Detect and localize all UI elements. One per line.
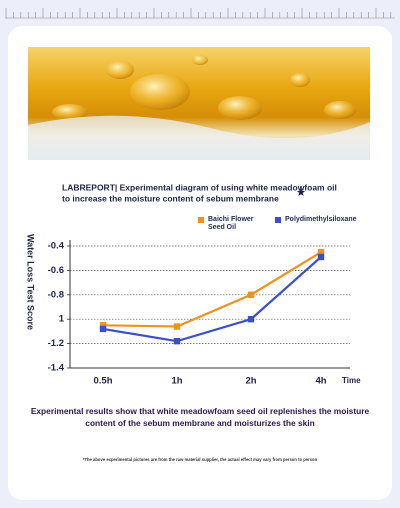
ruler <box>5 8 395 19</box>
x-tick-label: 1h <box>171 376 182 387</box>
x-tick-label: 2h <box>245 376 256 387</box>
footnote: *The above experimental pictures are fro… <box>83 457 318 462</box>
data-point <box>247 291 255 298</box>
data-point <box>317 248 325 256</box>
data-point <box>99 325 107 333</box>
y-axis-label: Water Loss Test Score <box>26 234 36 330</box>
y-tick-label: -1.4 <box>48 363 65 374</box>
star-icon <box>297 188 305 196</box>
oil-image <box>28 47 370 160</box>
y-tick-label: 1 <box>59 314 65 325</box>
y-tick-label: -1.2 <box>48 338 64 349</box>
chart-title: to increase the moisture content of sebu… <box>62 193 279 203</box>
data-point <box>317 253 325 261</box>
series-line <box>102 251 322 328</box>
y-tick-label: -0.8 <box>48 289 64 300</box>
legend-swatch <box>198 217 204 223</box>
caption: content of the sebum membrane and moistu… <box>85 418 314 428</box>
legend-label: Baichi Flower Seed Oil <box>208 216 254 231</box>
legend-swatch <box>275 217 281 223</box>
legend-label: Polydimethylsiloxane <box>285 216 357 223</box>
data-point <box>173 337 181 345</box>
y-tick-label: -0.6 <box>48 265 64 276</box>
chart-title: LABREPORT| Experimental diagram of using… <box>62 182 337 192</box>
data-point <box>247 316 255 323</box>
x-tick-label: 4h <box>315 376 326 387</box>
x-tick-label: 0.5h <box>93 376 112 387</box>
series-line <box>102 256 322 343</box>
y-tick-label: -0.4 <box>48 241 65 252</box>
x-axis-label: Time <box>342 376 361 385</box>
caption: Experimental results show that white mea… <box>31 406 370 416</box>
data-point <box>99 322 107 329</box>
data-point <box>173 323 181 330</box>
